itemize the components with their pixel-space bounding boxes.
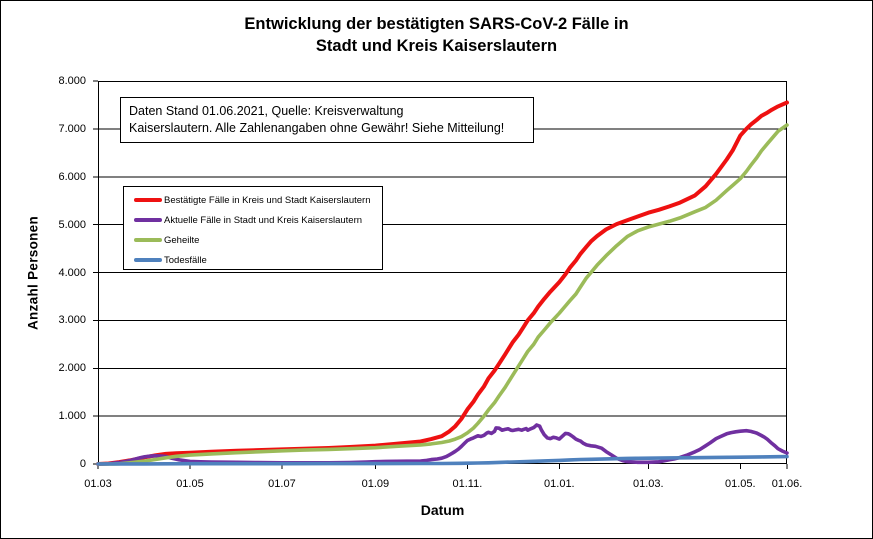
chart-title-line1: Entwicklung der bestätigten SARS-CoV-2 F… — [244, 15, 629, 33]
y-tick-label: 0 — [79, 458, 86, 470]
chart-title-line2: Stadt und Kreis Kaiserslautern — [315, 37, 558, 55]
legend-swatch — [134, 218, 162, 222]
annotation-line1: Daten Stand 01.06.2021, Quelle: Kreisver… — [129, 104, 404, 118]
legend-item-1: Bestätigte Fälle in Kreis und Stadt Kais… — [124, 190, 382, 210]
x-tick-label: 01.05 — [176, 478, 204, 490]
legend-item-2: Aktuelle Fälle in Stadt und Kreis Kaiser… — [124, 210, 382, 230]
y-tick-label: 2.000 — [58, 362, 86, 375]
y-tick-label: 8.000 — [58, 75, 86, 87]
series-line-1 — [96, 100, 789, 466]
x-tick-label: 01.09 — [361, 478, 390, 490]
x-tick-label: 01.05. — [724, 478, 756, 490]
annotation-box: Daten Stand 01.06.2021, Quelle: Kreisver… — [120, 97, 534, 143]
y-tick-label: 5.000 — [58, 218, 86, 231]
series-line-3 — [96, 123, 789, 466]
legend-swatch — [134, 238, 162, 242]
legend: Bestätigte Fälle in Kreis und Stadt Kais… — [123, 186, 383, 270]
x-axis-title: Datum — [420, 502, 465, 518]
legend-swatch — [134, 258, 162, 262]
x-tick-label: 01.03 — [84, 478, 112, 490]
legend-item-4: Todesfälle — [124, 250, 382, 270]
x-tick-label: 01.01. — [544, 478, 575, 490]
y-tick-label: 3.000 — [58, 314, 86, 327]
annotation-line2: Kaiserslautern. Alle Zahlenangaben ohne … — [129, 121, 505, 135]
legend-swatch — [134, 198, 162, 202]
y-tick-label: 1.000 — [58, 410, 86, 423]
chart-title: Entwicklung der bestätigten SARS-CoV-2 F… — [0, 13, 873, 57]
y-tick-label: 6.000 — [58, 170, 86, 183]
series-line-4 — [96, 454, 789, 466]
legend-label: Aktuelle Fälle in Stadt und Kreis Kaiser… — [164, 214, 363, 226]
legend-label: Geheilte — [164, 234, 200, 246]
x-tick-label: 01.07 — [268, 478, 296, 490]
legend-label: Bestätigte Fälle in Kreis und Stadt Kais… — [164, 194, 371, 206]
legend-item-3: Geheilte — [124, 230, 382, 250]
y-tick-label: 7.000 — [58, 122, 86, 135]
x-tick-label: 01.03. — [632, 478, 664, 490]
legend-label: Todesfälle — [164, 254, 207, 266]
x-tick-label: 01.06. — [771, 478, 803, 490]
y-tick-label: 4.000 — [58, 266, 86, 279]
x-tick-label: 01.11. — [452, 478, 483, 490]
